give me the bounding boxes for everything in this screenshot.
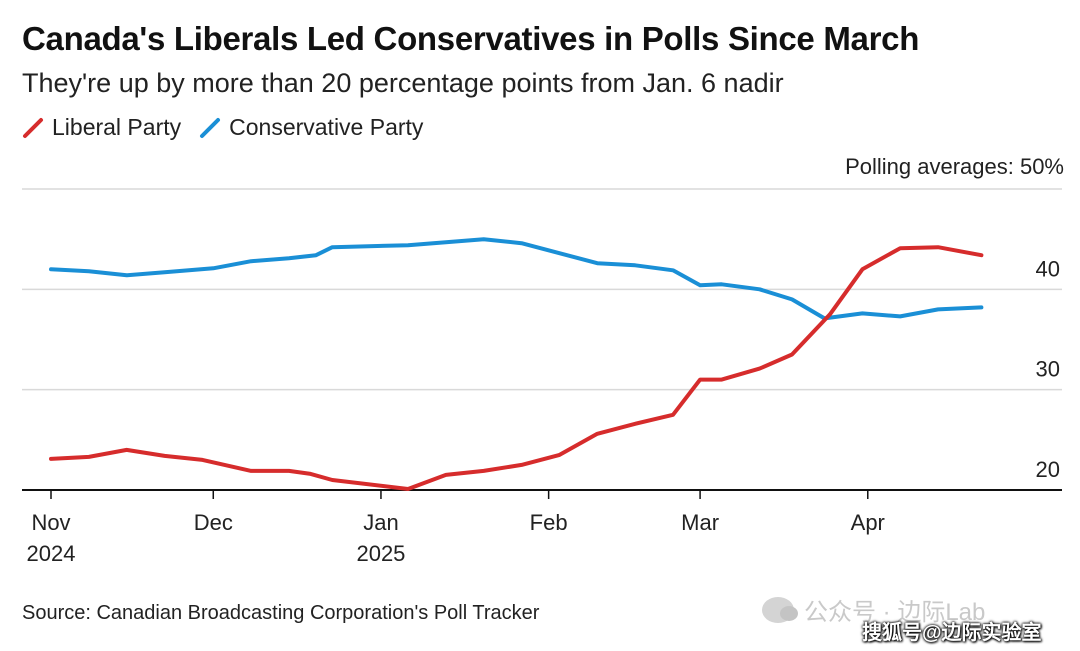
chart-subtitle: They're up by more than 20 percentage po…: [22, 68, 784, 98]
x-tick-year-label: 2025: [356, 541, 405, 566]
conservative-line-swatch-icon: [200, 117, 221, 138]
y-tick-label: 40: [1036, 256, 1060, 281]
y-axis-title: Polling averages: 50%: [845, 154, 1064, 179]
legend: Liberal Party Conservative Party: [22, 114, 441, 141]
legend-label-conservative: Conservative Party: [229, 114, 424, 140]
legend-item-liberal: Liberal Party: [22, 114, 181, 141]
legend-item-conservative: Conservative Party: [199, 114, 423, 141]
x-tick-label: Feb: [530, 510, 568, 535]
watermark-text: 公众号 · 边际Lab: [804, 599, 986, 626]
liberal-line-swatch-icon: [23, 117, 43, 138]
series-line-liberal: [49, 245, 984, 491]
watermark: 公众号 · 边际Lab: [762, 592, 985, 627]
x-tick-label: Jan: [363, 510, 398, 535]
y-tick-label: 20: [1036, 457, 1060, 482]
credit-overlay: 搜狐号@边际实验室: [862, 622, 1042, 644]
x-tick-label: Nov: [31, 510, 70, 535]
chart-title: Canada's Liberals Led Conservatives in P…: [22, 20, 920, 57]
legend-label-liberal: Liberal Party: [52, 114, 182, 140]
series-line-conservative: [49, 237, 984, 321]
source-note: Source: Canadian Broadcasting Corporatio…: [22, 602, 540, 624]
y-tick-label: 30: [1036, 357, 1060, 382]
x-tick-label: Mar: [681, 510, 719, 535]
x-tick-label: Apr: [851, 510, 885, 535]
x-tick-year-label: 2024: [27, 541, 76, 566]
wechat-icon: [762, 596, 798, 623]
x-tick-label: Dec: [194, 510, 233, 535]
